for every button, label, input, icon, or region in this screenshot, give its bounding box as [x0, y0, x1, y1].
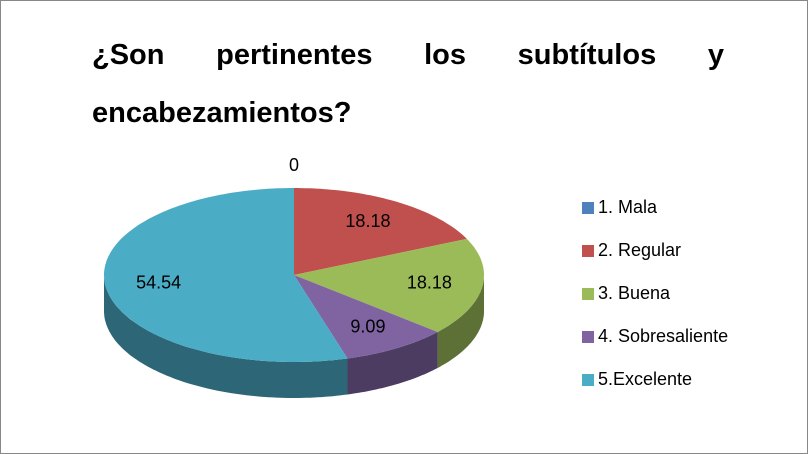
data-label: 54.54: [136, 273, 181, 293]
data-label: 18.18: [345, 211, 390, 231]
legend-swatch: [582, 245, 594, 257]
data-label: 0: [289, 155, 299, 175]
legend-swatch: [582, 288, 594, 300]
chart-title: ¿Son pertinentes los subtítulos y encabe…: [92, 39, 724, 129]
legend-swatch: [582, 331, 594, 343]
legend-label: 3. Buena: [598, 283, 671, 303]
pie-slice: [294, 275, 438, 359]
data-label: 18.18: [407, 273, 452, 293]
legend-label: 1. Mala: [598, 197, 658, 217]
legend-label: 5.Excelente: [598, 369, 692, 389]
pie-slice: [294, 238, 484, 332]
legend-swatch: [582, 202, 594, 214]
pie-slice-side: [104, 275, 348, 398]
legend-label: 4. Sobresaliente: [598, 326, 728, 346]
data-label: 9.09: [350, 316, 385, 336]
legend-label: 2. Regular: [598, 240, 681, 260]
pie-slice-side: [347, 332, 438, 395]
legend-swatch: [582, 374, 594, 386]
pie-slice: [104, 188, 348, 362]
pie-slice: [294, 188, 467, 275]
pie-slice-side: [437, 275, 484, 368]
